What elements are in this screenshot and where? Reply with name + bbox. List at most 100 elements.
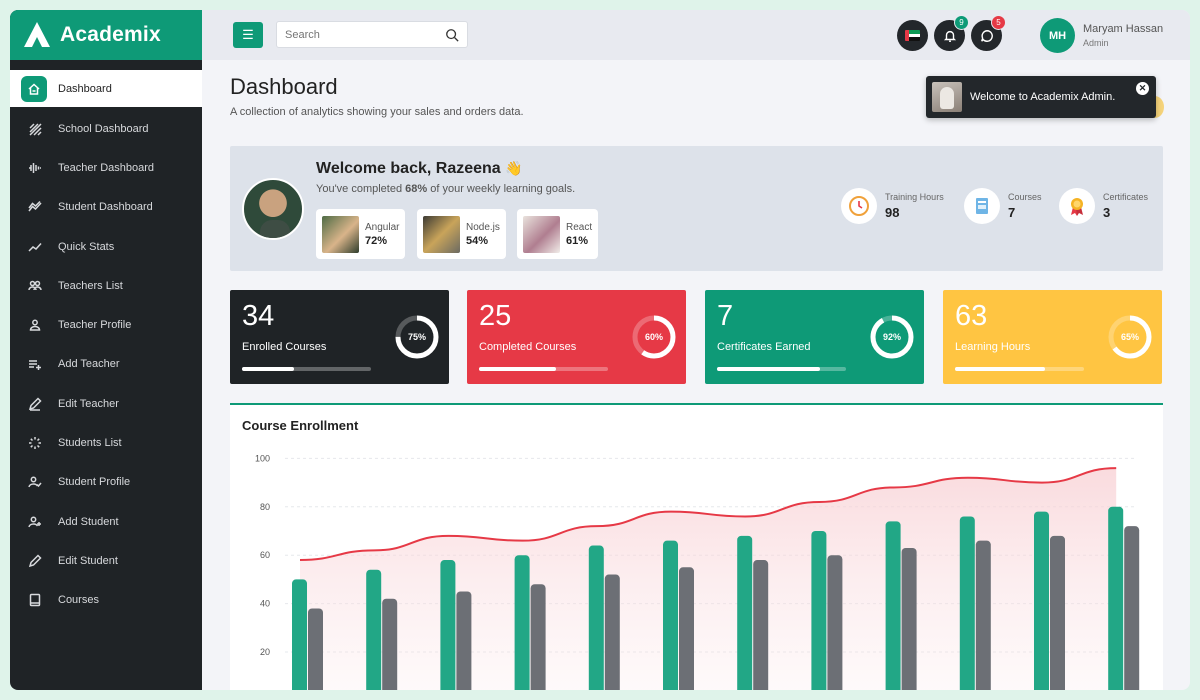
sidebar-item-label: Courses bbox=[58, 594, 99, 607]
sidebar-item-label: Student Profile bbox=[58, 476, 131, 489]
user-menu[interactable]: MH Maryam Hassan Admin bbox=[1040, 18, 1163, 53]
app-frame: Academix Dashboard School Dashboard Teache… bbox=[10, 10, 1190, 690]
y-tick-label: 20 bbox=[260, 647, 270, 657]
brand[interactable]: Academix bbox=[10, 10, 202, 60]
bar bbox=[530, 584, 546, 690]
kpi-value: 7 bbox=[717, 300, 734, 332]
language-button[interactable] bbox=[897, 20, 928, 51]
course-progress-nodejs[interactable]: Node.js 54% bbox=[417, 209, 506, 259]
kpi-card-completed-courses[interactable]: 25 Completed Courses 60% bbox=[467, 290, 686, 384]
search-box bbox=[276, 21, 468, 48]
sidebar-item-label: School Dashboard bbox=[58, 122, 149, 135]
sidebar-item-teacher-profile[interactable]: Teacher Profile bbox=[10, 305, 202, 344]
sidebar-item-student-profile[interactable]: Student Profile bbox=[10, 463, 202, 502]
kpi-label: Learning Hours bbox=[955, 341, 1031, 353]
kpi-progress-bar bbox=[717, 367, 846, 371]
sidebar: Academix Dashboard School Dashboard Teache… bbox=[10, 10, 202, 690]
bar bbox=[440, 560, 456, 690]
user-check-icon bbox=[27, 475, 42, 490]
y-tick-label: 100 bbox=[255, 453, 270, 463]
bar bbox=[1034, 511, 1049, 690]
user-icon bbox=[27, 318, 42, 333]
stat-training-hours: Training Hours 98 bbox=[841, 188, 944, 224]
sidebar-item-label: Quick Stats bbox=[58, 240, 115, 253]
sidebar-item-edit-student[interactable]: Edit Student bbox=[10, 541, 202, 580]
academix-logo-icon bbox=[24, 22, 50, 47]
bar bbox=[292, 579, 307, 690]
toast-message: Welcome to Academix Admin. bbox=[970, 91, 1116, 103]
bar bbox=[885, 521, 901, 690]
bar bbox=[1050, 535, 1065, 690]
kpi-label: Certificates Earned bbox=[717, 341, 811, 353]
search-input[interactable] bbox=[285, 28, 445, 41]
bar bbox=[1124, 526, 1140, 690]
bar bbox=[514, 555, 530, 690]
close-icon[interactable]: ✕ bbox=[1136, 82, 1149, 95]
course-progress-react[interactable]: React 61% bbox=[517, 209, 599, 259]
stat-courses: Courses 7 bbox=[964, 188, 1042, 224]
course-enrollment-card: Course Enrollment 20 40 60 80 100 bbox=[230, 403, 1163, 690]
topbar: ☰ 9 5 MH Maryam Hassan Admin bbox=[202, 10, 1190, 60]
sidebar-item-add-student[interactable]: Add Student bbox=[10, 502, 202, 541]
course-enrollment-chart: 20 40 60 80 100 bbox=[255, 453, 1140, 690]
search-icon[interactable] bbox=[445, 28, 459, 42]
pencil-icon bbox=[27, 396, 42, 411]
menu-toggle-button[interactable]: ☰ bbox=[233, 22, 263, 48]
chart-line-icon bbox=[27, 239, 42, 254]
sidebar-item-teachers-list[interactable]: Teachers List bbox=[10, 266, 202, 305]
kpi-ring-label: 65% bbox=[1120, 332, 1139, 342]
course-progress-angular[interactable]: Angular 72% bbox=[316, 209, 406, 259]
welcome-title: Welcome back, Razeena 👋 bbox=[316, 160, 523, 177]
course-thumbnail bbox=[523, 215, 560, 253]
trend-icon bbox=[27, 200, 42, 215]
sidebar-item-label: Students List bbox=[58, 437, 122, 450]
kpi-progress-bar bbox=[955, 367, 1084, 371]
bar bbox=[975, 540, 991, 690]
sidebar-item-dashboard[interactable]: Dashboard bbox=[10, 70, 202, 107]
kpi-card-enrolled-courses[interactable]: 34 Enrolled Courses 75% bbox=[230, 290, 449, 384]
spinner-icon bbox=[27, 436, 42, 451]
sidebar-item-students-list[interactable]: Students List bbox=[10, 423, 202, 462]
messages-button[interactable]: 5 bbox=[971, 15, 1006, 51]
kpi-value: 34 bbox=[242, 300, 275, 332]
sidebar-item-edit-teacher[interactable]: Edit Teacher bbox=[10, 384, 202, 423]
bar bbox=[737, 535, 753, 690]
kpi-progress-ring bbox=[870, 315, 914, 359]
user-role: Admin bbox=[1083, 38, 1109, 48]
kpi-progress-bar bbox=[242, 367, 371, 371]
sidebar-item-courses[interactable]: Courses bbox=[10, 581, 202, 620]
sidebar-item-quick-stats[interactable]: Quick Stats bbox=[10, 227, 202, 266]
bar bbox=[456, 591, 472, 690]
user-name: Maryam Hassan bbox=[1083, 23, 1164, 35]
sidebar-item-label: Add Student bbox=[58, 515, 119, 528]
notification-badge: 9 bbox=[954, 15, 969, 30]
sidebar-nav: Dashboard School Dashboard Teacher Dashboa… bbox=[10, 70, 202, 620]
bar bbox=[811, 531, 827, 690]
welcome-subtitle: You've completed 68% of your weekly lear… bbox=[316, 183, 576, 195]
kpi-card-learning-hours[interactable]: 63 Learning Hours 65% bbox=[943, 290, 1162, 384]
page-subtitle: A collection of analytics showing your s… bbox=[230, 106, 524, 118]
sidebar-item-add-teacher[interactable]: Add Teacher bbox=[10, 345, 202, 384]
users-icon bbox=[27, 278, 42, 293]
avatar: MH bbox=[1040, 18, 1075, 53]
bell-icon bbox=[943, 30, 956, 42]
bar bbox=[959, 516, 975, 690]
sidebar-item-student-dashboard[interactable]: Student Dashboard bbox=[10, 188, 202, 227]
sidebar-item-label: Edit Student bbox=[58, 554, 118, 567]
clock-icon bbox=[841, 188, 877, 224]
bar bbox=[679, 567, 694, 690]
sidebar-item-school-dashboard[interactable]: School Dashboard bbox=[10, 109, 202, 148]
bar bbox=[588, 545, 604, 690]
brand-name: Academix bbox=[60, 23, 161, 46]
chat-icon bbox=[980, 29, 993, 42]
main-content: Dashboard A collection of analytics show… bbox=[202, 60, 1190, 690]
list-add-icon bbox=[27, 357, 42, 372]
waveform-icon bbox=[27, 160, 42, 175]
bar bbox=[1108, 506, 1124, 690]
kpi-card-certificates-earned[interactable]: 7 Certificates Earned 92% bbox=[705, 290, 924, 384]
sidebar-item-teacher-dashboard[interactable]: Teacher Dashboard bbox=[10, 148, 202, 187]
message-badge: 5 bbox=[991, 15, 1006, 30]
welcome-panel: Welcome back, Razeena 👋 You've completed… bbox=[230, 146, 1163, 271]
stat-certificates: Certificates 3 bbox=[1059, 188, 1148, 224]
notifications-button[interactable]: 9 bbox=[934, 15, 969, 51]
